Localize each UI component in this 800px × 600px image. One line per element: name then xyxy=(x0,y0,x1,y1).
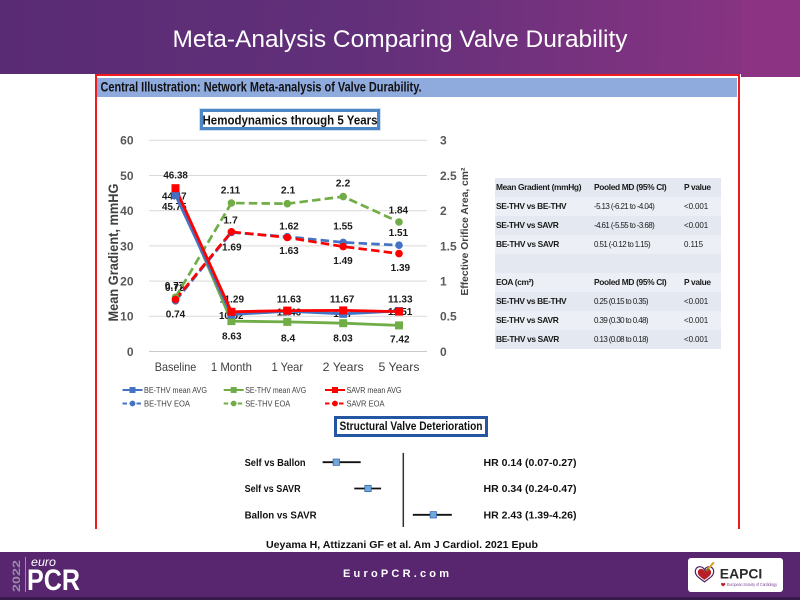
svg-text:2.2: 2.2 xyxy=(336,179,351,190)
svg-text:Baseline: Baseline xyxy=(155,360,197,374)
svg-text:2022: 2022 xyxy=(11,560,23,592)
svg-text:Ballon vs SAVR: Ballon vs SAVR xyxy=(245,510,318,521)
svg-text:1.51: 1.51 xyxy=(389,228,409,239)
svg-text:7.42: 7.42 xyxy=(390,335,410,346)
svg-text:EuroPCR.com: EuroPCR.com xyxy=(343,568,449,580)
svg-text:0: 0 xyxy=(440,345,447,359)
svg-text:BE-THV mean AVG: BE-THV mean AVG xyxy=(144,385,207,395)
svg-text:45.75: 45.75 xyxy=(162,202,187,213)
svg-text:1.69: 1.69 xyxy=(222,243,242,254)
svg-text:11.33: 11.33 xyxy=(388,294,413,305)
svg-text:HR 0.34 (0.24-0.47): HR 0.34 (0.24-0.47) xyxy=(484,484,577,495)
svg-text:1.7: 1.7 xyxy=(223,216,238,227)
svg-text:2: 2 xyxy=(440,204,447,218)
svg-text:PCR: PCR xyxy=(27,564,80,597)
svg-text:2 Years: 2 Years xyxy=(323,360,364,374)
svg-text:Ueyama H, Attizzani GF et al.: Ueyama H, Attizzani GF et al. Am J Cardi… xyxy=(266,540,538,551)
svg-text:euro: euro xyxy=(31,555,56,569)
svg-text:1 Month: 1 Month xyxy=(211,360,252,374)
svg-text:1.62: 1.62 xyxy=(279,221,299,232)
svg-text:European Society of Cardiology: European Society of Cardiology xyxy=(727,582,778,587)
svg-text:0.74: 0.74 xyxy=(166,310,186,321)
svg-text:Self vs SAVR: Self vs SAVR xyxy=(245,484,302,495)
svg-text:11.29: 11.29 xyxy=(220,294,245,305)
svg-text:1.63: 1.63 xyxy=(279,246,299,257)
svg-text:SE-THV mean AVG: SE-THV mean AVG xyxy=(245,385,306,395)
svg-text:8.03: 8.03 xyxy=(333,333,353,344)
svg-text:20: 20 xyxy=(120,275,134,289)
svg-text:2.1: 2.1 xyxy=(281,185,296,196)
svg-text:Central Illustration: Network: Central Illustration: Network Meta-analy… xyxy=(101,80,422,95)
svg-text:2.11: 2.11 xyxy=(221,185,241,196)
svg-text:0.77: 0.77 xyxy=(165,281,185,292)
svg-text:HR 2.43 (1.39-4.26): HR 2.43 (1.39-4.26) xyxy=(484,510,577,521)
svg-text:Effective Orifice Area, cm²: Effective Orifice Area, cm² xyxy=(459,167,471,295)
svg-text:8.4: 8.4 xyxy=(281,333,296,344)
svg-text:10: 10 xyxy=(120,310,134,324)
svg-text:1: 1 xyxy=(440,275,447,289)
svg-text:1.84: 1.84 xyxy=(389,205,409,216)
svg-text:Hemodynamics through 5 Years: Hemodynamics through 5 Years xyxy=(203,113,378,128)
svg-text:1.55: 1.55 xyxy=(333,221,353,232)
svg-text:50: 50 xyxy=(120,169,134,183)
svg-text:0.5: 0.5 xyxy=(440,310,457,324)
svg-text:30: 30 xyxy=(120,239,134,253)
svg-text:40: 40 xyxy=(120,204,134,218)
svg-text:Structural Valve Deterioration: Structural Valve Deterioration xyxy=(340,421,483,433)
svg-text:1 Year: 1 Year xyxy=(272,360,304,374)
svg-text:Self vs Ballon: Self vs Ballon xyxy=(245,458,306,469)
svg-text:Meta-Analysis Comparing Valve: Meta-Analysis Comparing Valve Durability xyxy=(173,26,628,53)
svg-text:SE-THV EOA: SE-THV EOA xyxy=(245,399,290,409)
svg-text:1.49: 1.49 xyxy=(333,256,353,267)
svg-text:0: 0 xyxy=(127,345,134,359)
svg-text:SAVR mean AVG: SAVR mean AVG xyxy=(347,385,402,395)
svg-text:Mean Gradient, mmHG: Mean Gradient, mmHG xyxy=(105,183,121,321)
svg-text:8.63: 8.63 xyxy=(222,332,242,343)
svg-text:46.38: 46.38 xyxy=(163,171,188,182)
svg-text:1.39: 1.39 xyxy=(391,263,411,274)
svg-text:BE-THV EOA: BE-THV EOA xyxy=(144,399,190,409)
svg-text:60: 60 xyxy=(120,134,134,148)
svg-text:0.72: 0.72 xyxy=(165,283,185,294)
svg-text:11.67: 11.67 xyxy=(330,294,355,305)
svg-text:5 Years: 5 Years xyxy=(379,360,420,374)
svg-text:2.5: 2.5 xyxy=(440,169,457,183)
svg-text:3: 3 xyxy=(440,134,447,148)
svg-text:1.5: 1.5 xyxy=(440,239,457,253)
svg-text:11.63: 11.63 xyxy=(277,294,302,305)
svg-text:HR 0.14 (0.07-0.27): HR 0.14 (0.07-0.27) xyxy=(484,458,577,469)
svg-text:EAPCI: EAPCI xyxy=(720,566,763,582)
svg-text:SAVR EOA: SAVR EOA xyxy=(347,399,385,409)
